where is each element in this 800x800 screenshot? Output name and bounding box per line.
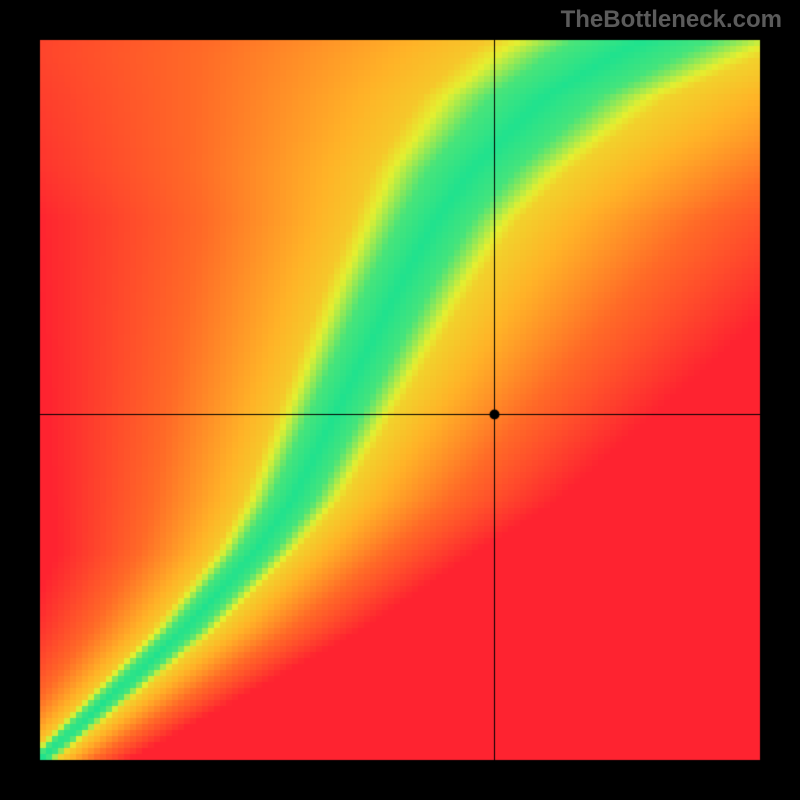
chart-frame: { "watermark": { "text": "TheBottleneck.… [0,0,800,800]
watermark-text: TheBottleneck.com [561,6,782,34]
bottleneck-heatmap [0,0,800,800]
